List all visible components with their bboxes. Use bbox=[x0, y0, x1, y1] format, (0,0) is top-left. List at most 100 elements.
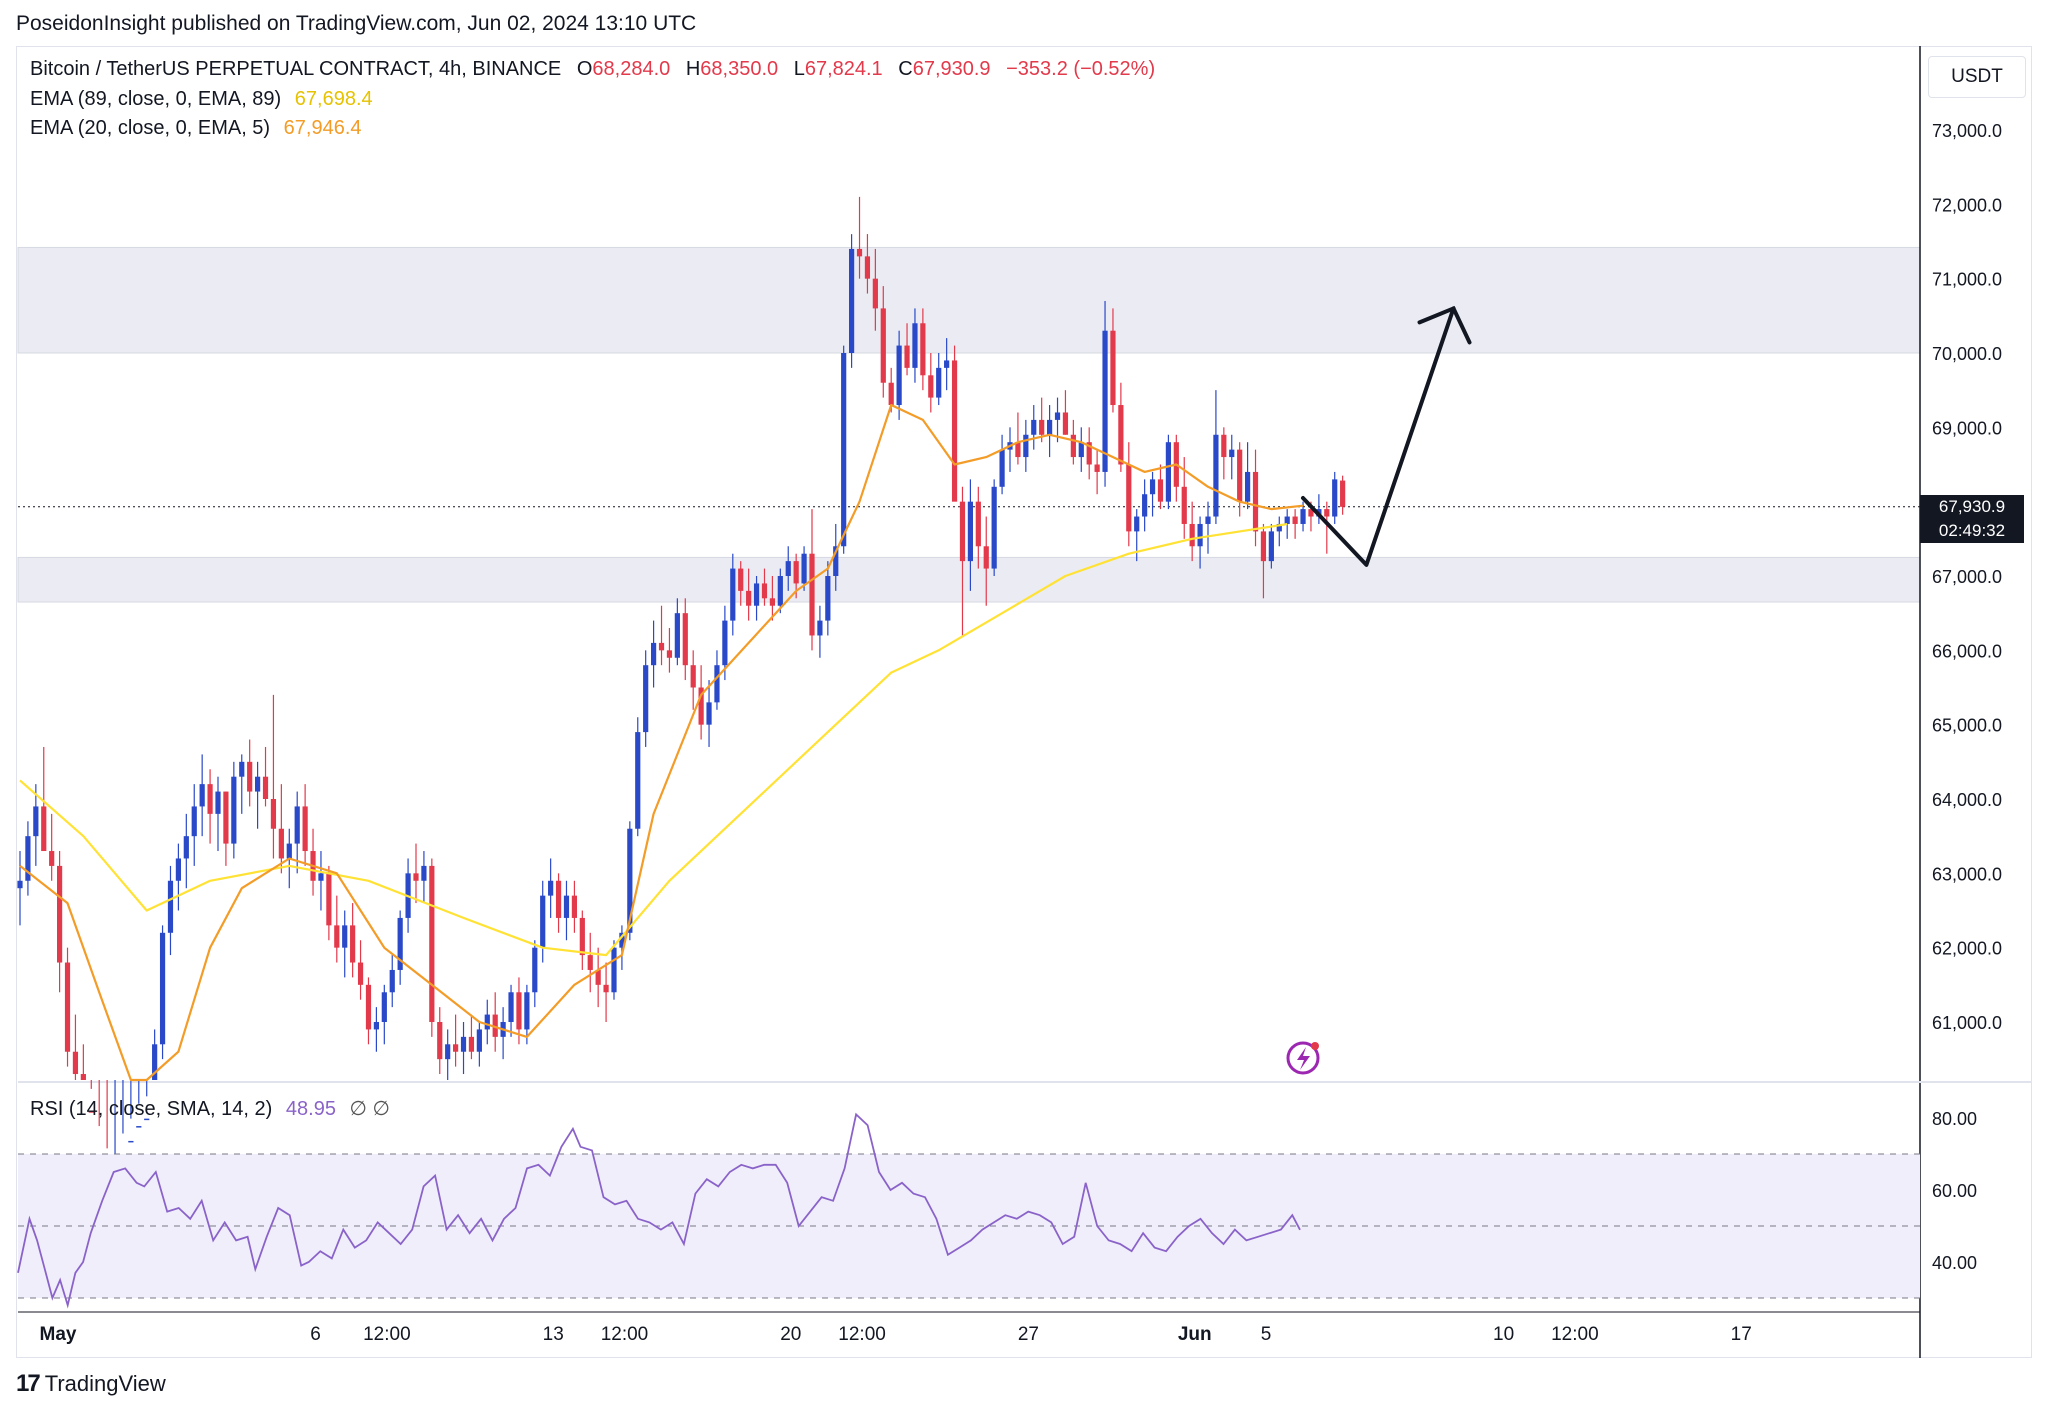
candle-body bbox=[429, 865, 435, 1022]
lightning-bolt-icon bbox=[1297, 1047, 1310, 1070]
price-tick-label: 64,000.0 bbox=[1932, 790, 2002, 810]
candle-body bbox=[1102, 330, 1108, 472]
candle-body bbox=[1189, 523, 1195, 547]
resistance-support-zone-1 bbox=[17, 556, 1921, 603]
candle-body bbox=[611, 947, 617, 993]
candles-group bbox=[17, 196, 1346, 1180]
candle-body bbox=[270, 799, 277, 829]
candle-body bbox=[421, 865, 427, 881]
candle-body bbox=[1078, 442, 1084, 458]
time-tick-label: 12:00 bbox=[363, 1324, 411, 1345]
candle-body bbox=[1149, 479, 1156, 495]
candle-body bbox=[1292, 516, 1298, 524]
candle-body bbox=[856, 248, 863, 257]
candle-body bbox=[951, 360, 958, 502]
candle-body bbox=[730, 568, 736, 621]
candle-body bbox=[1118, 405, 1124, 465]
candle-body bbox=[666, 650, 673, 658]
candle-body bbox=[159, 932, 166, 1045]
candle-body bbox=[841, 353, 847, 547]
candle-body bbox=[904, 345, 910, 368]
candle-body bbox=[342, 925, 348, 948]
candle-body bbox=[286, 843, 292, 859]
ema89-label: EMA (89, close, 0, EMA, 89) bbox=[30, 88, 282, 110]
candle-body bbox=[215, 791, 221, 814]
candle-body bbox=[761, 583, 768, 599]
close-value: 67,930.9 bbox=[912, 58, 991, 80]
candle-body bbox=[1308, 509, 1314, 517]
projection-arrow bbox=[1301, 306, 1456, 567]
candle-body bbox=[849, 248, 855, 353]
candle-body bbox=[33, 806, 39, 837]
change-value: −353.2 (−0.52%) bbox=[1006, 58, 1156, 80]
candle-body bbox=[80, 1074, 86, 1080]
candle-body bbox=[579, 917, 585, 956]
candle-body bbox=[912, 323, 918, 368]
candle-body bbox=[880, 308, 886, 383]
candle-body bbox=[57, 865, 63, 963]
projection-arrowhead bbox=[1417, 305, 1472, 345]
candle-body bbox=[231, 776, 237, 844]
candle-body bbox=[1205, 516, 1211, 524]
candle-body bbox=[1086, 442, 1092, 465]
candle-body bbox=[350, 925, 356, 963]
candle-body bbox=[468, 1036, 475, 1052]
rsi-visibility-icons[interactable]: ∅ ∅ bbox=[349, 1098, 390, 1120]
candle-body bbox=[959, 501, 966, 562]
candle-body bbox=[1260, 531, 1267, 562]
ema89-line bbox=[19, 523, 1288, 957]
publisher-line: PoseidonInsight published on TradingView… bbox=[16, 12, 697, 35]
candle-body bbox=[1237, 449, 1243, 502]
candle-body bbox=[714, 665, 720, 703]
candle-body bbox=[706, 702, 712, 725]
candle-body bbox=[365, 984, 372, 1030]
candle-body bbox=[357, 962, 364, 985]
candle-body bbox=[1324, 509, 1330, 517]
candle-body bbox=[239, 761, 245, 777]
candle-body bbox=[888, 382, 894, 406]
candle-body bbox=[809, 553, 815, 636]
candle-body bbox=[389, 969, 395, 993]
candle-body bbox=[1110, 330, 1116, 406]
price-tick-label: 72,000.0 bbox=[1932, 195, 2002, 215]
candle-body bbox=[1300, 509, 1306, 524]
candle-body bbox=[524, 992, 530, 1030]
candle-body bbox=[801, 553, 807, 584]
time-tick-label: 27 bbox=[1018, 1324, 1039, 1345]
candle-body bbox=[967, 501, 973, 562]
candle-body bbox=[1062, 412, 1069, 435]
candle-body bbox=[1213, 434, 1219, 517]
high-value: 68,350.0 bbox=[700, 58, 779, 80]
price-tick-label: 66,000.0 bbox=[1932, 641, 2002, 661]
tradingview-logo[interactable]: 17 TradingView bbox=[16, 1370, 166, 1398]
price-tick-label: 70,000.0 bbox=[1932, 344, 2002, 364]
currency-selector[interactable]: USDT bbox=[1928, 56, 2026, 98]
rsi-tick-label: 80.00 bbox=[1932, 1109, 1977, 1129]
candle-body bbox=[144, 1118, 150, 1121]
candle-body bbox=[247, 761, 253, 792]
candle-body bbox=[1197, 523, 1203, 547]
candle-body bbox=[635, 732, 641, 829]
candle-body bbox=[1054, 412, 1061, 420]
candle-body bbox=[817, 620, 823, 636]
time-tick-label: May bbox=[40, 1324, 77, 1345]
candle-body bbox=[627, 828, 633, 933]
close-label: C bbox=[898, 58, 913, 80]
candle-body bbox=[595, 969, 601, 985]
candle-body bbox=[255, 776, 261, 792]
candle-body bbox=[318, 873, 324, 881]
candle-body bbox=[183, 836, 189, 859]
candle-body bbox=[1268, 531, 1274, 562]
candle-body bbox=[460, 1036, 467, 1052]
candle-body bbox=[1023, 434, 1029, 458]
candle-body bbox=[128, 1140, 134, 1143]
candle-body bbox=[453, 1044, 459, 1052]
price-tick-label: 73,000.0 bbox=[1932, 121, 2002, 141]
candle-body bbox=[278, 828, 284, 859]
candle-body bbox=[484, 1014, 490, 1030]
candle-body bbox=[698, 687, 704, 725]
time-tick-label: 12:00 bbox=[1551, 1324, 1599, 1345]
chart-frame bbox=[16, 46, 2032, 1358]
tradingview-brand: TradingView bbox=[44, 1371, 166, 1396]
